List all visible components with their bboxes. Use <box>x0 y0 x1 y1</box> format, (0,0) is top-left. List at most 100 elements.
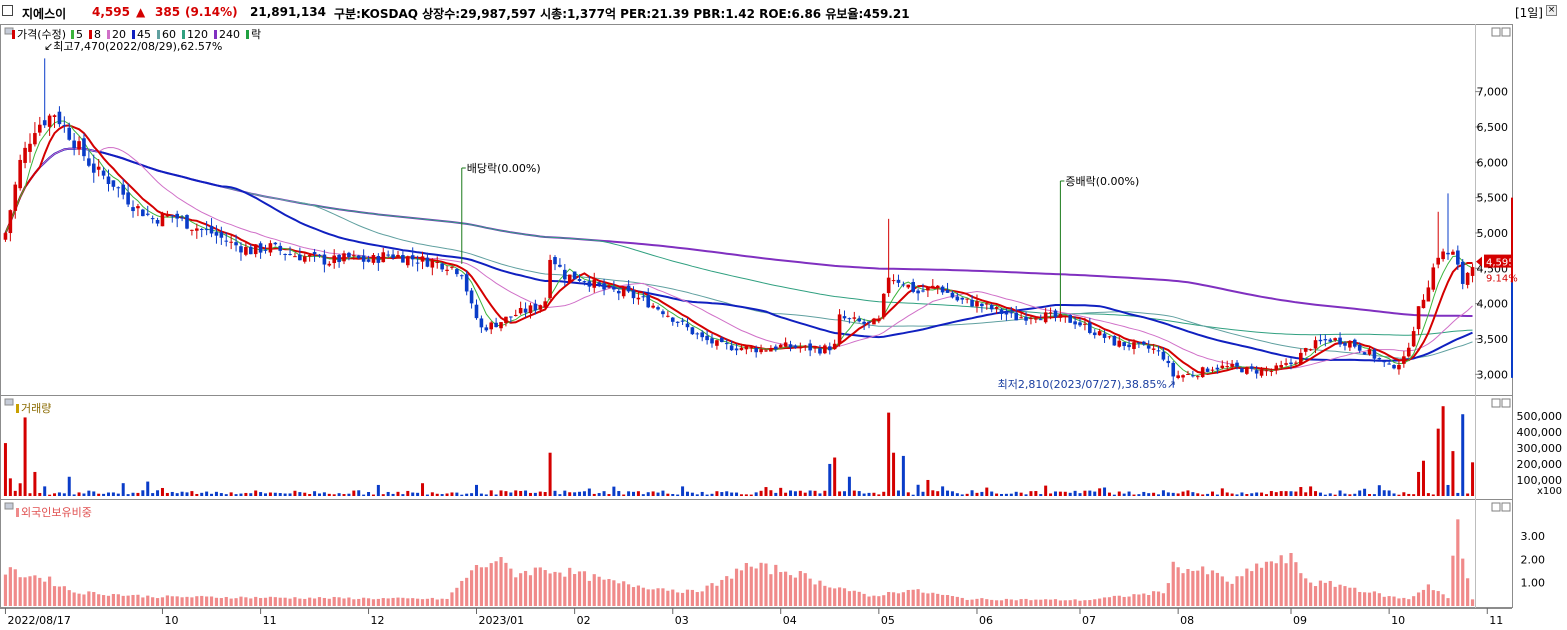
period-selector[interactable]: [1일] <box>1514 6 1543 20</box>
volume-bar <box>764 487 768 496</box>
volume-minimize-icon[interactable] <box>1491 398 1501 408</box>
foreign-ratio-bar <box>469 570 474 606</box>
candle-body <box>1151 348 1156 350</box>
candle-body <box>636 297 641 300</box>
foreign-ratio-bar <box>867 596 871 606</box>
candle-body <box>381 252 386 263</box>
candle-body <box>410 255 415 260</box>
volume-bar <box>1387 490 1391 496</box>
volume-bar <box>391 493 395 496</box>
volume-bar <box>352 490 356 496</box>
ma-8-line <box>4 124 1473 376</box>
foreign-minimize-icon[interactable] <box>1491 502 1501 512</box>
volume-bar <box>548 452 552 496</box>
volume-bar <box>200 492 204 496</box>
foreign-ratio-bar <box>337 597 341 606</box>
foreign-ratio-bar <box>563 576 567 606</box>
volume-bar <box>1039 494 1043 496</box>
volume-bar <box>896 490 900 496</box>
foreign-ratio-bar <box>87 591 91 606</box>
volume-bar <box>1260 492 1264 496</box>
candle-body <box>1259 369 1264 376</box>
volume-bar <box>965 493 969 496</box>
candle-body <box>244 246 248 255</box>
candle-body <box>1146 345 1151 349</box>
volume-bar <box>1019 492 1023 496</box>
volume-bar <box>165 492 169 496</box>
stock-name[interactable]: 지에스이 <box>22 7 67 21</box>
volume-bar <box>293 490 297 496</box>
close-icon[interactable]: × <box>1546 5 1557 16</box>
foreign-ratio-bar <box>1014 600 1018 606</box>
volume-bar <box>249 493 253 496</box>
legend-swatch <box>214 30 217 39</box>
volume-bar <box>229 492 233 496</box>
foreign-ratio-bar <box>1367 592 1372 606</box>
volume-bar <box>558 494 562 496</box>
foreign-ratio-bar <box>828 587 832 606</box>
legend-swatch <box>107 30 110 39</box>
foreign-ratio-bar <box>823 585 827 606</box>
volume-bar <box>681 486 685 496</box>
volume-bar <box>514 490 518 496</box>
candle-body <box>881 293 886 318</box>
volume-bar <box>376 484 380 496</box>
foreign-ratio-bar <box>543 570 547 606</box>
volume-bar <box>234 494 238 496</box>
candle-body <box>950 292 955 298</box>
foreign-ratio-bar <box>312 598 317 606</box>
candle-body <box>1406 347 1411 357</box>
foreign-ratio-bar <box>1107 597 1112 606</box>
candle-body <box>1205 368 1210 372</box>
foreign-ratio-bar <box>700 591 704 606</box>
foreign-ratio-bar <box>582 571 587 606</box>
legend-label-120: 120 <box>187 28 208 41</box>
candle-body <box>175 213 179 219</box>
foreign-ratio-bar <box>931 592 935 606</box>
legend-swatch <box>89 30 92 39</box>
candle-body <box>607 285 611 288</box>
candle-body <box>1127 344 1131 348</box>
x-axis-label: 05 <box>881 614 895 627</box>
candle-body <box>1245 367 1249 374</box>
volume-bar <box>1318 492 1322 496</box>
x-axis-label: 11 <box>1489 614 1503 627</box>
volume-bar <box>386 491 390 496</box>
volume-bar <box>82 493 86 496</box>
x-axis-label: 07 <box>1082 614 1096 627</box>
price-minimize-icon[interactable] <box>1491 27 1501 37</box>
candle-body <box>1436 257 1440 265</box>
foreign-ratio-bar <box>774 564 778 606</box>
candle-body <box>842 316 847 319</box>
volume-bar <box>509 492 513 496</box>
candle-body <box>1377 357 1382 360</box>
volume-bar <box>926 479 930 496</box>
volume-bar <box>1044 485 1048 496</box>
select-checkbox[interactable] <box>2 5 13 16</box>
foreign-ratio-bar <box>1456 519 1460 606</box>
volume-bar <box>1157 494 1161 496</box>
volume-bar <box>931 490 935 496</box>
candle-body <box>1392 364 1396 369</box>
volume-bar <box>906 492 910 496</box>
price-close-icon[interactable] <box>1501 27 1511 37</box>
x-axis-label: 10 <box>164 614 178 627</box>
foreign-close-icon[interactable] <box>1501 502 1511 512</box>
candle-body <box>823 345 827 354</box>
candle-body <box>499 322 503 329</box>
volume-bar <box>1049 493 1053 496</box>
volume-bar <box>632 491 636 496</box>
candle-body <box>1092 332 1097 336</box>
foreign-ratio-bar <box>627 584 631 606</box>
foreign-ratio-bar <box>1294 562 1298 606</box>
volume-bar <box>1103 487 1107 496</box>
candle-body <box>1215 367 1220 370</box>
foreign-ratio-bar <box>283 597 287 606</box>
foreign-ratio-bar <box>666 590 670 606</box>
foreign-ratio-bar <box>126 595 130 606</box>
volume-close-icon[interactable] <box>1501 398 1511 408</box>
candle-body <box>459 275 464 277</box>
foreign-ratio-bar <box>1117 595 1121 606</box>
candle-body <box>33 133 37 145</box>
volume-bar <box>406 490 410 496</box>
